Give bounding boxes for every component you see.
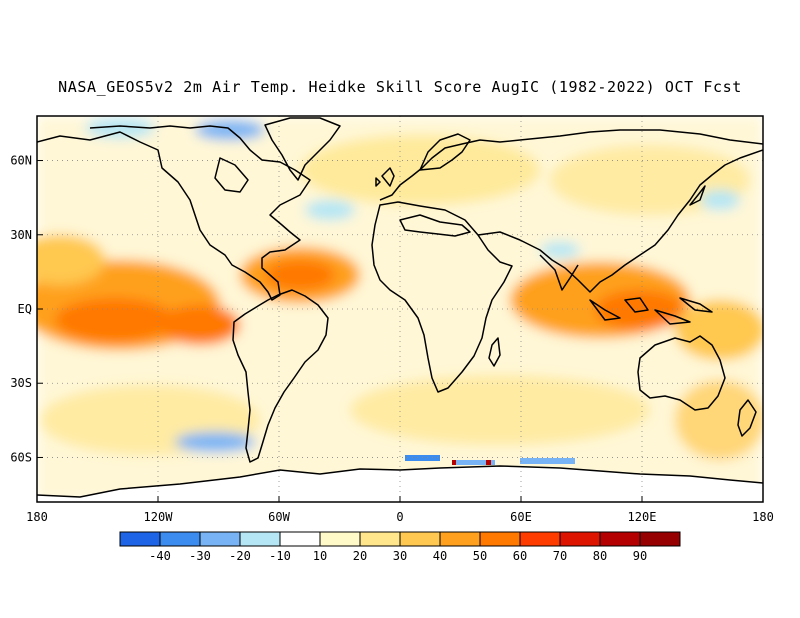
colorbar-swatch <box>639 531 681 547</box>
hudson-bay <box>214 157 249 193</box>
neg-antarctic-strip-2 <box>455 460 495 465</box>
europe-coast <box>379 129 763 201</box>
pacific-core <box>55 298 175 342</box>
lat-tick-label: EQ <box>18 302 32 316</box>
lon-tick-label: 60E <box>510 510 532 524</box>
colorbar-swatch <box>359 531 401 547</box>
neg-north-atlantic <box>305 200 355 220</box>
neg-antarctic-strip-3 <box>520 458 575 464</box>
neg-arctic-west <box>85 118 155 138</box>
colorbar-swatch <box>159 531 201 547</box>
pos-antarctic-cell-1 <box>452 460 456 465</box>
lon-tick-label: 180 <box>752 510 774 524</box>
new-zealand <box>737 399 757 437</box>
neg-antarctic-strip-1 <box>405 455 440 461</box>
colorbar-label: 90 <box>633 549 647 563</box>
pos-antarctic-cell-2 <box>486 460 491 465</box>
colorbar-label: -20 <box>229 549 251 563</box>
colorbar-swatch <box>279 531 321 547</box>
indonesia <box>589 297 713 325</box>
colorbar-label: -40 <box>149 549 171 563</box>
madagascar <box>488 337 501 367</box>
figure-title: NASA_GEOS5v2 2m Air Temp. Heidke Skill S… <box>58 78 742 96</box>
japan <box>689 185 706 206</box>
colorbar-label: 50 <box>473 549 487 563</box>
colorbar-swatch <box>559 531 601 547</box>
colorbar-label: 70 <box>553 549 567 563</box>
colorbar-swatch <box>599 531 641 547</box>
pacific-north <box>37 235 105 285</box>
australia-coast <box>637 335 726 411</box>
maritime-core <box>595 290 685 330</box>
colorbar-swatch <box>439 531 481 547</box>
lat-tick-label: 30S <box>10 376 32 390</box>
colorbar-label: -30 <box>189 549 211 563</box>
neg-arabia <box>540 242 580 258</box>
colorbar-label: 30 <box>393 549 407 563</box>
colorbar-swatch <box>319 531 361 547</box>
southern-band <box>350 375 650 445</box>
africa-coast <box>371 201 513 393</box>
antarctica-coast <box>37 465 763 498</box>
longitude-axis: 180 120W 60W 0 60E 120E 180 <box>26 496 774 524</box>
india <box>539 254 579 291</box>
colorbar-swatch <box>399 531 441 547</box>
neg-south-pacific <box>175 432 255 452</box>
colorbar-swatch <box>519 531 561 547</box>
colorbar-label: 40 <box>433 549 447 563</box>
colorbar-swatch <box>119 531 161 547</box>
tasman-region <box>675 380 763 460</box>
lon-tick-label: 120E <box>628 510 657 524</box>
lat-tick-label: 60N <box>10 154 32 168</box>
west-pacific <box>675 300 763 360</box>
lon-tick-label: 0 <box>396 510 403 524</box>
greenland-coast <box>264 117 341 181</box>
graticule <box>37 116 763 502</box>
neg-north-pacific <box>700 190 740 210</box>
colorbar: -40 -30 -20 -10 10 20 30 40 50 60 70 80 90 <box>119 531 681 563</box>
colorbar-swatch <box>479 531 521 547</box>
south-america-coast <box>232 289 329 463</box>
asia-band <box>550 145 750 215</box>
lon-tick-label: 180 <box>26 510 48 524</box>
latitude-axis: 60N 30N EQ 30S 60S <box>10 154 43 464</box>
lon-tick-label: 60W <box>268 510 290 524</box>
pacific-east-core <box>160 305 240 345</box>
lon-tick-label: 120W <box>144 510 174 524</box>
mediterranean <box>399 214 471 237</box>
lat-tick-label: 30N <box>10 228 32 242</box>
lat-tick-label: 60S <box>10 450 32 464</box>
colorbar-label: 10 <box>313 549 327 563</box>
colorbar-swatch <box>239 531 281 547</box>
atlantic-peak <box>265 260 335 290</box>
coastlines <box>37 117 763 498</box>
arabia-asia-coast <box>477 149 763 293</box>
uk-ireland <box>375 167 395 187</box>
north-america-coast <box>37 125 311 301</box>
colorbar-label: 60 <box>513 549 527 563</box>
colorbar-label: 20 <box>353 549 367 563</box>
scandinavia <box>419 133 471 171</box>
colorbar-swatch <box>199 531 241 547</box>
colorbar-label: -10 <box>269 549 291 563</box>
antarctica-fill <box>37 466 763 502</box>
colorbar-label: 80 <box>593 549 607 563</box>
